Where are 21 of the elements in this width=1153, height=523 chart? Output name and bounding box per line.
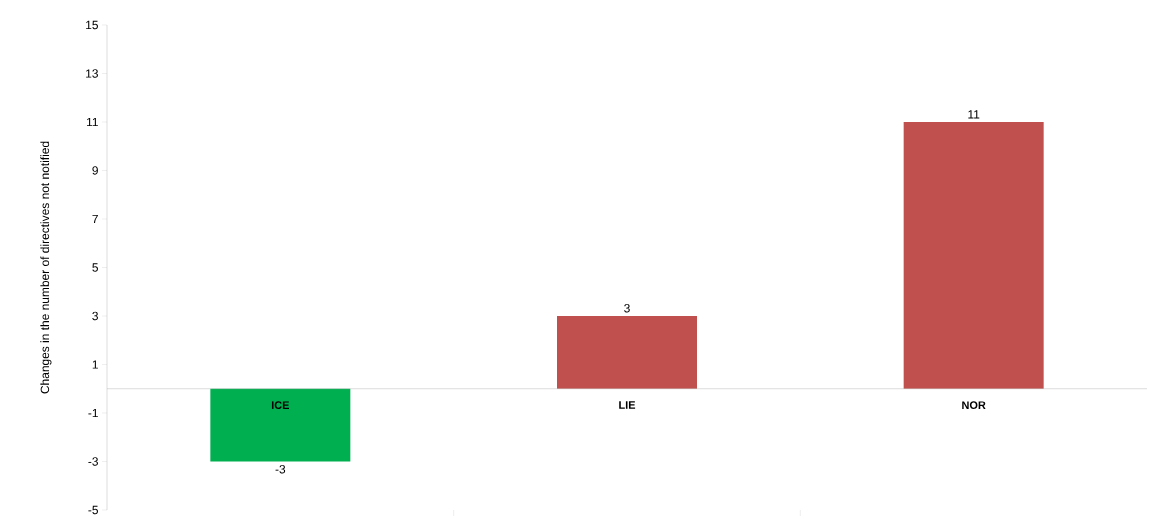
bar xyxy=(557,315,697,389)
y-tick-label: 13 xyxy=(86,69,98,78)
y-tick-label: 5 xyxy=(92,263,98,272)
y-tick-label: 15 xyxy=(86,20,98,30)
x-tick-label: NOR xyxy=(962,401,986,410)
y-tick-label: -1 xyxy=(88,408,98,418)
y-tick-label: 11 xyxy=(86,117,98,127)
y-tick-label: 1 xyxy=(92,360,98,369)
data-label: 3 xyxy=(624,304,630,313)
data-label: 11 xyxy=(968,110,980,119)
bar xyxy=(210,388,351,462)
y-tick-label: -3 xyxy=(88,457,98,466)
y-tick-label: -5 xyxy=(88,505,98,515)
x-tick-label: LIE xyxy=(619,401,636,409)
bar xyxy=(903,121,1044,389)
x-tick-label: ICE xyxy=(271,401,290,410)
y-tick-label: 9 xyxy=(92,166,98,175)
y-tick-label: 7 xyxy=(92,214,98,224)
y-tick-label: 3 xyxy=(92,311,98,321)
data-label: -3 xyxy=(275,465,286,474)
y-axis-title: Changes in the number of directives not notified xyxy=(40,141,52,394)
